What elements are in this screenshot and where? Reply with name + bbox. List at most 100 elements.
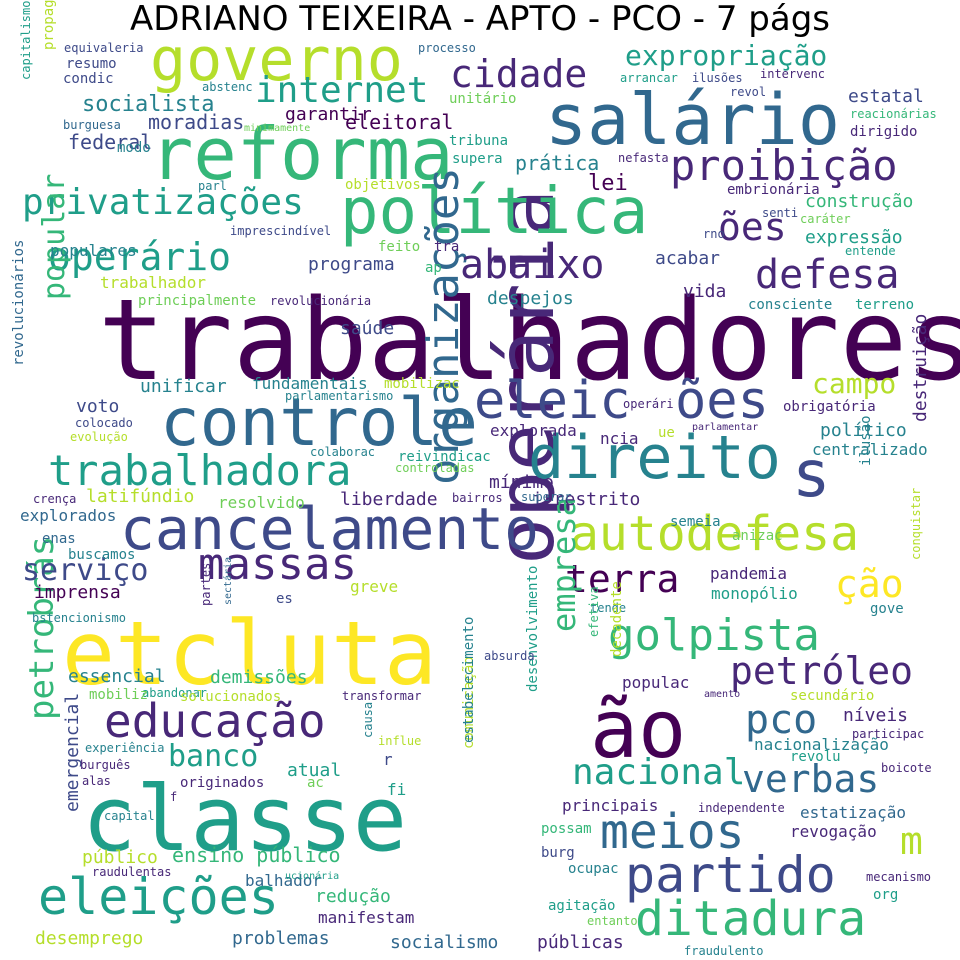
cloud-word: emergencial [62,692,83,812]
cloud-word: colocado [75,416,133,430]
cloud-word: resolvido [218,493,305,512]
cloud-word: moradias [148,110,245,134]
cloud-word: gove [870,601,904,617]
cloud-word: burguesa [63,118,121,132]
cloud-word: principais [562,796,659,815]
cloud-word: estabelecimento [461,616,477,743]
cloud-word: reivindicac [398,449,491,465]
cloud-word: controladas [395,461,475,475]
cloud-word: desemprego [35,928,144,949]
cloud-word: independente [698,801,785,815]
cloud-word: processo [418,41,476,55]
cloud-word: tra [434,239,460,255]
cloud-word: explorada [490,421,577,440]
cloud-word: semeia [670,514,721,530]
cloud-word: fi [387,780,407,799]
cloud-word: massas [198,539,357,590]
cloud-word: trabalhadora [48,446,352,495]
cloud-word: político [820,420,907,441]
cloud-word: colaborac [310,445,376,459]
cloud-word: bairros [452,491,503,505]
cloud-word: atual [287,760,342,781]
cloud-word: burg [541,845,575,861]
cloud-word: socialismo [390,932,499,953]
cloud-word: rno [703,227,725,241]
cloud-word: unitário [449,91,517,107]
cloud-word: causa [361,701,375,738]
cloud-word: pandemia [710,564,788,583]
cloud-word: abaixo [460,242,605,288]
cloud-word: mínimo [489,472,555,493]
cloud-word: reacionárias [850,107,937,121]
cloud-word: nefasta [618,151,669,165]
cloud-word: parlamentarismo [285,389,394,403]
cloud-word: autodefesa [570,506,859,562]
cloud-word: sectária [223,556,234,605]
cloud-word: evolução [70,430,128,444]
cloud-word: influe [378,734,422,748]
cloud-word: originados [180,775,265,791]
cloud-word: públicas [537,932,624,953]
cloud-word: eleitoral [345,110,454,134]
cloud-word: abstenc [202,80,253,94]
cloud-word: ue [658,425,675,441]
cloud-word: reforma [150,112,454,196]
cloud-word: monopólio [711,584,798,603]
cloud-word: dirigido [850,124,918,140]
cloud-word: trabalhador [100,273,206,292]
cloud-word: ão [590,683,687,776]
cloud-word: partido [625,846,836,904]
cloud-word: alas [82,774,111,788]
cloud-word: possam [541,821,592,837]
cloud-word: luta [225,602,437,705]
cloud-word: f [170,790,178,804]
cloud-word: lei [588,171,628,196]
cloud-word: revolucionários [11,239,27,366]
cloud-word: cancelamento [120,495,540,563]
cloud-word: ilusões [692,71,743,85]
cloud-word: ucionária [285,871,340,882]
cloud-word: superar [521,490,572,504]
cloud-word: privatizações [22,182,304,223]
cloud-word: liberdade [340,489,438,510]
cloud-word: salário [545,79,841,161]
cloud-word: nacionalização [754,735,889,754]
cloud-word: ac [307,775,324,791]
cloud-word: proibição [670,141,898,190]
cloud-word: abandonar [142,686,208,700]
cloud-word: participac [852,727,925,741]
cloud-word: parlamentar [692,422,759,433]
cloud-word: etc [62,602,221,705]
cloud-word: crença [33,492,77,506]
cloud-word: verbas [742,757,880,801]
cloud-word: nacional [572,752,746,793]
cloud-word: enas [42,531,76,547]
cloud-word: m [900,819,923,863]
cloud-word: programa [308,254,395,275]
cloud-word: trabalhadores [98,276,960,406]
cloud-word: política [340,175,649,249]
cloud-word: secundário [790,688,875,704]
cloud-word: revolu [790,749,841,765]
cloud-word: fundamentais [252,374,368,393]
cloud-word: demissões [210,667,308,688]
cloud-word: tende [590,601,627,615]
cloud-word: ões [718,205,787,249]
cloud-word: manifestam [318,908,415,927]
cloud-word: expropriação [625,39,828,72]
cloud-word: centralizado [812,440,928,459]
cloud-word: ção [835,562,904,606]
cloud-word: operário [48,235,232,279]
cloud-word: terra [565,557,680,601]
cloud-word: níveis [843,705,909,726]
cloud-word: acabar [655,248,721,269]
cloud-word: estatização [800,803,906,822]
cloud-word: decadente [609,581,625,657]
cloud-word: cidade [450,52,588,96]
cloud-word: efetiva [587,586,601,637]
cloud-word: resumo [66,56,117,72]
cloud-word: ap [425,260,442,276]
cloud-word: banco [168,739,259,774]
cloud-word: capital [104,809,155,823]
cloud-word: r [383,750,393,769]
